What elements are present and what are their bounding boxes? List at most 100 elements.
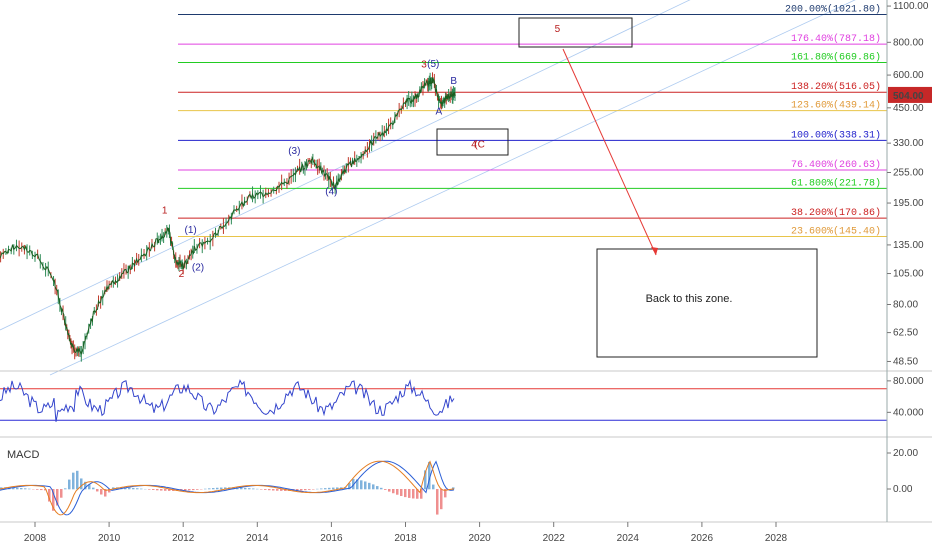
macd-histogram-bar — [400, 489, 403, 497]
fib-label: 61.800%(221.78) — [791, 177, 881, 189]
x-tick-label: 2010 — [98, 533, 121, 544]
macd-histogram-bar — [376, 486, 379, 490]
macd-histogram-bar — [224, 487, 227, 490]
wave-label: 4 — [471, 139, 477, 150]
macd-histogram-bar — [216, 487, 219, 490]
macd-histogram-bar — [132, 487, 135, 490]
macd-histogram-bar — [92, 487, 95, 490]
x-tick-label: 2028 — [765, 533, 788, 544]
signal-line — [0, 460, 455, 516]
macd-histogram-bar — [416, 489, 419, 499]
macd-histogram-bar — [272, 489, 275, 491]
macd-histogram-bar — [408, 489, 411, 498]
y-tick-label: 600.00 — [893, 70, 924, 81]
last-price-tag — [888, 86, 932, 103]
macd-histogram-bar — [436, 489, 439, 515]
macd-histogram-bar — [40, 489, 43, 491]
arrow-head — [651, 247, 658, 255]
macd-histogram-bar — [136, 488, 139, 490]
macd-histogram-bar — [204, 488, 207, 490]
macd-histogram-bar — [104, 489, 107, 497]
wave-label: (C — [474, 139, 485, 150]
fib-label: 23.600%(145.40) — [791, 225, 881, 237]
macd-histogram-bar — [48, 489, 51, 502]
macd-histogram-bar — [76, 470, 79, 490]
fib-label: 200.00%(1021.80) — [785, 3, 881, 15]
wave4-zone-box — [436, 128, 509, 156]
channel-lower-line — [49, 0, 856, 376]
macd-histogram-bar — [208, 488, 211, 490]
macd-histogram-bar — [60, 489, 63, 498]
target-zone-box — [518, 17, 633, 48]
macd-histogram-bar — [112, 487, 115, 490]
macd-tick-label: 20.00 — [893, 448, 918, 459]
macd-histogram-bar — [56, 489, 59, 506]
macd-histogram-bar — [36, 489, 39, 490]
macd-tick-label: 0.00 — [893, 484, 913, 495]
y-tick-label: 255.00 — [893, 168, 924, 179]
macd-line — [0, 460, 455, 516]
macd-histogram-bar — [444, 489, 447, 498]
macd-histogram-bar — [388, 489, 391, 492]
osc-tick-label: 80.000 — [893, 376, 924, 387]
macd-histogram-bar — [368, 482, 371, 490]
macd-histogram-bar — [440, 489, 443, 510]
wave-label: (1) — [184, 225, 196, 236]
macd-histogram-bar — [428, 461, 431, 490]
y-tick-label: 195.00 — [893, 198, 924, 209]
macd-histogram-bar — [72, 472, 75, 490]
macd-histogram-bar — [148, 489, 151, 490]
macd-histogram-bar — [396, 489, 399, 495]
macd-histogram-bar — [16, 487, 19, 490]
fib-label: 123.60%(439.14) — [791, 100, 881, 112]
macd-histogram-bar — [420, 489, 423, 499]
x-tick-label: 2018 — [394, 533, 417, 544]
wave-label: 1 — [162, 205, 168, 216]
macd-histogram-bar — [156, 489, 159, 491]
wave-label: (3) — [288, 146, 300, 157]
macd-histogram-bar — [28, 488, 31, 490]
y-tick-label: 450.00 — [893, 103, 924, 114]
y-tick-label: 80.00 — [893, 299, 918, 310]
macd-histogram-bar — [348, 482, 351, 490]
x-tick-label: 2016 — [320, 533, 343, 544]
macd-histogram-bar — [64, 488, 67, 490]
wave-label: 2 — [179, 269, 185, 280]
fib-label: 38.200%(170.86) — [791, 207, 881, 219]
macd-histogram-bar — [108, 489, 111, 493]
macd-histogram-bar — [372, 484, 375, 490]
macd-histogram-bar — [364, 481, 367, 490]
y-tick-label: 135.00 — [893, 240, 924, 251]
macd-histogram-bar — [280, 489, 283, 491]
wave-label: (2) — [192, 262, 204, 273]
macd-histogram-bar — [80, 478, 83, 490]
macd-histogram-bar — [140, 488, 143, 490]
y-tick-label: 105.00 — [893, 269, 924, 280]
fib-label: 161.80%(669.86) — [791, 52, 881, 64]
macd-histogram-bar — [260, 489, 263, 490]
macd-histogram-bar — [276, 489, 279, 491]
oscillator-panel — [0, 379, 887, 422]
wave-label: B — [450, 76, 457, 87]
price-series — [0, 77, 456, 356]
macd-histogram-bar — [52, 489, 55, 511]
macd-histogram-bar — [196, 489, 199, 490]
x-tick-label: 2024 — [617, 533, 640, 544]
y-tick-label: 330.00 — [893, 138, 924, 149]
macd-histogram-bar — [296, 489, 299, 491]
macd-histogram-bar — [336, 487, 339, 490]
y-tick-label: 1100.00 — [893, 1, 929, 12]
oscillator-line — [0, 379, 455, 422]
macd-histogram-bar — [152, 489, 155, 490]
macd-histogram-bar — [392, 489, 395, 494]
macd-title: MACD — [7, 449, 39, 461]
macd-histogram-bar — [164, 489, 167, 491]
macd-histogram-bar — [160, 489, 163, 491]
osc-tick-label: 40.000 — [893, 407, 924, 418]
macd-histogram-bar — [240, 487, 243, 490]
macd-histogram-bar — [404, 489, 407, 498]
macd-histogram-bar — [356, 479, 359, 490]
macd-histogram-bar — [84, 481, 87, 490]
macd-panel: MACD — [0, 449, 455, 516]
